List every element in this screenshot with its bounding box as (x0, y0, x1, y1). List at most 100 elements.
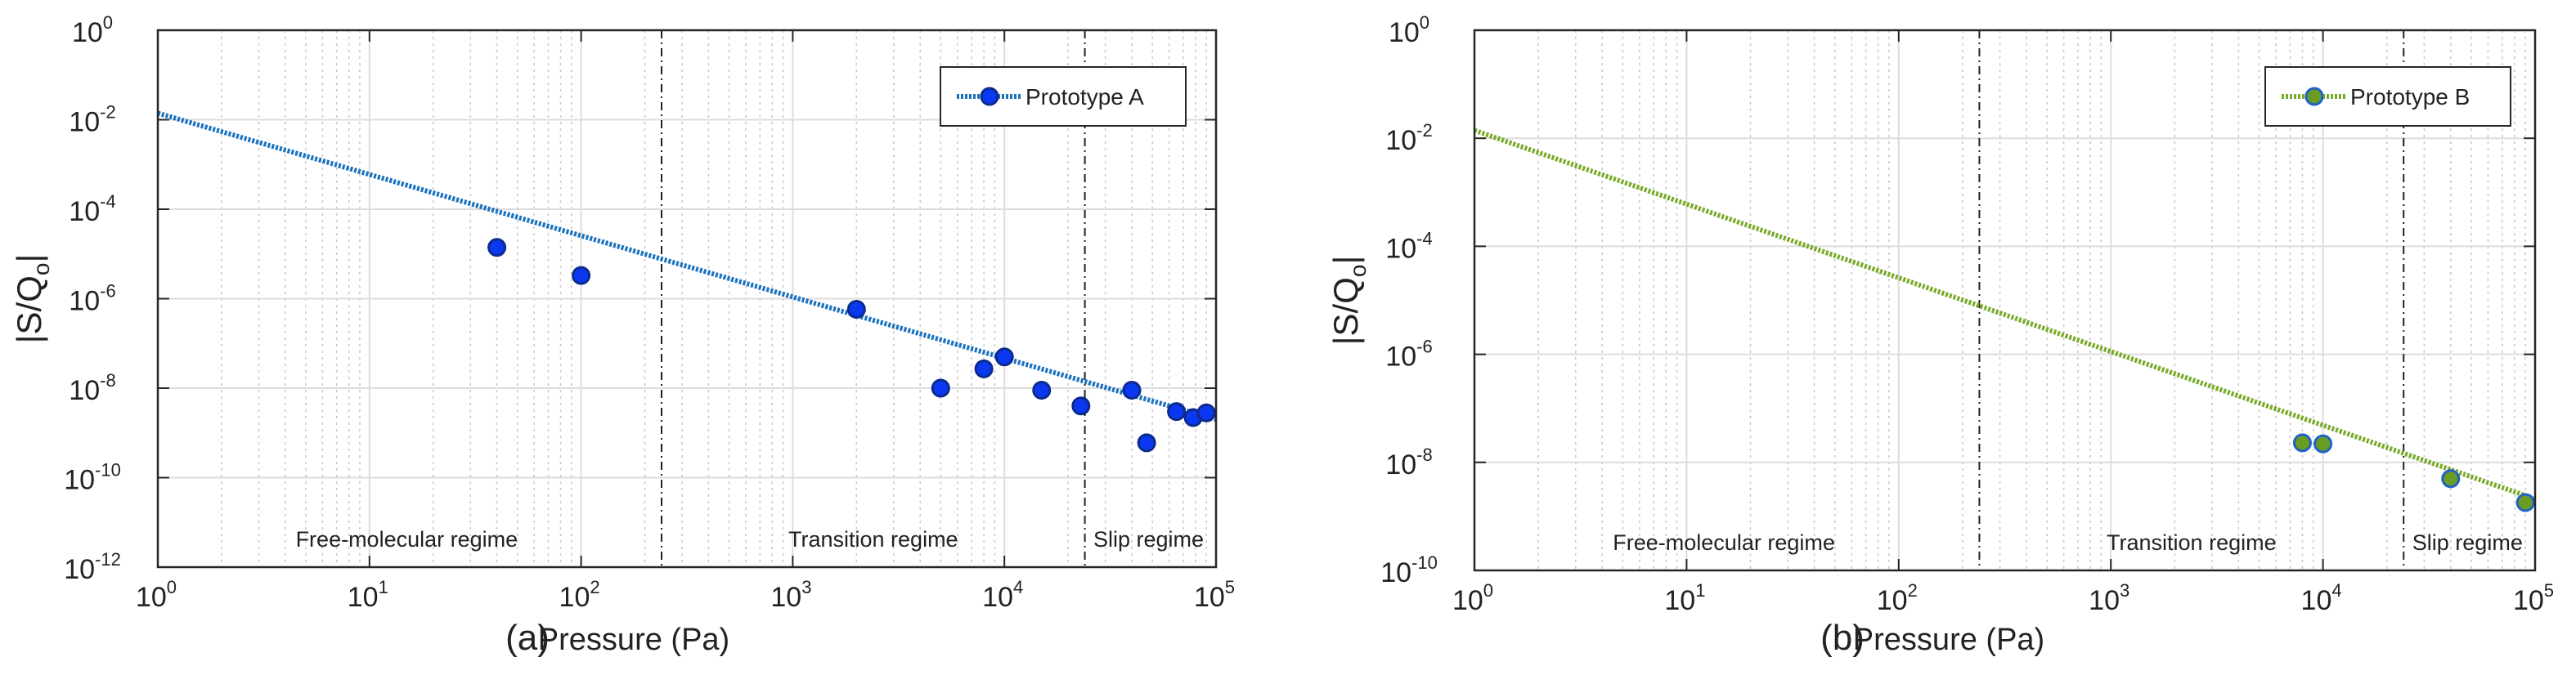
y-axis-title-main: |S/Q (1326, 277, 1365, 345)
data-point (2313, 434, 2333, 454)
x-tick-base: 10 (2513, 585, 2544, 616)
panel-label: (a) (505, 618, 550, 658)
y-tick-exponent: -6 (100, 281, 116, 302)
x-tick-base: 10 (2089, 585, 2120, 616)
y-tick-base: 10 (1385, 125, 1416, 156)
y-tick-label: 10-4 (69, 191, 115, 227)
regime-label: Slip regime (2412, 530, 2523, 555)
regime-label: Free-molecular regime (296, 527, 518, 552)
x-tick-label: 104 (982, 577, 1023, 613)
legend: Prototype A (940, 66, 1187, 127)
x-tick-base: 10 (770, 582, 801, 613)
x-tick-label: 100 (136, 577, 177, 613)
y-tick-label: 10-8 (69, 370, 115, 406)
fit-line (157, 110, 1217, 422)
y-tick-base: 10 (1385, 233, 1416, 264)
x-tick-base: 10 (1877, 585, 1908, 616)
legend-marker-sample (2304, 87, 2324, 106)
x-tick-exponent: 4 (2331, 580, 2341, 601)
y-tick-base: 10 (69, 375, 100, 406)
x-tick-label: 102 (559, 577, 600, 613)
y-tick-base: 10 (72, 17, 103, 48)
y-tick-label: 10-2 (1385, 120, 1432, 156)
y-tick-exponent: -8 (100, 370, 116, 391)
regime-label: Slip regime (1093, 527, 1204, 552)
x-tick-base: 10 (2301, 585, 2332, 616)
y-axis-title-end: | (1326, 256, 1365, 265)
legend-marker-sample (980, 87, 999, 106)
y-tick-label: 10-10 (1380, 552, 1438, 588)
y-tick-exponent: -8 (1416, 445, 1433, 465)
y-tick-label: 100 (72, 12, 113, 48)
y-axis-title: |S/Qo| (10, 254, 54, 344)
data-point (1167, 402, 1187, 422)
y-tick-label: 10-10 (64, 460, 121, 496)
data-point (974, 359, 994, 378)
data-point (1071, 396, 1091, 416)
x-tick-base: 10 (136, 582, 167, 613)
x-axis-title: Pressure (Pa) (1853, 623, 2044, 657)
y-axis-title: |S/Qo| (1326, 256, 1371, 346)
y-tick-label: 10-6 (69, 281, 115, 317)
y-tick-exponent: -4 (100, 191, 116, 212)
grid (157, 29, 1217, 568)
y-tick-label: 10-6 (1385, 337, 1432, 373)
data-point (931, 378, 950, 398)
y-tick-base: 10 (1380, 557, 1411, 588)
y-tick-label: 10-8 (1385, 445, 1432, 481)
y-tick-label: 10-4 (1385, 228, 1432, 264)
y-tick-label: 10-2 (69, 102, 115, 138)
y-axis-title-main: |S/Q (10, 275, 48, 343)
data-point (1196, 403, 1216, 422)
data-point (487, 238, 507, 257)
x-tick-exponent: 3 (801, 577, 811, 597)
x-tick-label: 103 (2089, 580, 2129, 616)
x-tick-base: 10 (559, 582, 590, 613)
x-tick-base: 10 (1452, 585, 1483, 616)
x-tick-exponent: 1 (379, 577, 388, 597)
x-tick-label: 104 (2301, 580, 2342, 616)
y-tick-exponent: -12 (95, 549, 121, 570)
data-point (994, 347, 1014, 367)
x-tick-exponent: 4 (1013, 577, 1023, 597)
x-tick-label: 105 (1194, 577, 1235, 613)
x-tick-exponent: 1 (1695, 580, 1705, 601)
data-point (1137, 433, 1156, 453)
y-tick-exponent: -10 (1411, 552, 1438, 573)
data-point (846, 299, 866, 319)
regime-label: Transition regime (2107, 530, 2277, 555)
x-axis-title: Pressure (Pa) (538, 623, 729, 657)
data-point (1032, 381, 1052, 400)
y-tick-exponent: -4 (1416, 228, 1433, 248)
y-tick-base: 10 (69, 107, 100, 138)
x-tick-exponent: 3 (2120, 580, 2129, 601)
y-tick-base: 10 (1389, 17, 1420, 48)
x-tick-label: 101 (1664, 580, 1705, 616)
x-tick-exponent: 2 (590, 577, 599, 597)
chart-panel-b: Free-molecular regime Transition regime Sl… (1326, 12, 2554, 658)
data-point (1122, 381, 1142, 400)
y-tick-exponent: -2 (100, 102, 116, 123)
y-tick-exponent: 0 (103, 12, 113, 33)
x-tick-base: 10 (1664, 585, 1695, 616)
x-tick-exponent: 5 (2544, 580, 2554, 601)
x-tick-exponent: 0 (1483, 580, 1493, 601)
axes-frame (1473, 29, 2537, 572)
x-tick-exponent: 5 (1225, 577, 1235, 597)
y-tick-label: 10-12 (64, 549, 121, 585)
y-axis-title-end: | (10, 254, 48, 263)
y-axis-title-subscript: o (1345, 265, 1371, 278)
chart-panel-a: Free-molecular regime Transition regime Sl… (10, 12, 1235, 658)
y-tick-base: 10 (69, 286, 100, 317)
x-tick-label: 101 (348, 577, 388, 613)
x-tick-label: 102 (1877, 580, 1918, 616)
data-point (572, 266, 591, 285)
x-tick-label: 105 (2513, 580, 2554, 616)
x-tick-label: 103 (770, 577, 811, 613)
y-tick-base: 10 (1385, 342, 1416, 373)
y-axis-title-subscript: o (29, 263, 54, 276)
y-tick-label: 100 (1389, 12, 1429, 48)
regime-label: Free-molecular regime (1613, 530, 1835, 555)
legend-label: Prototype B (2350, 84, 2470, 110)
